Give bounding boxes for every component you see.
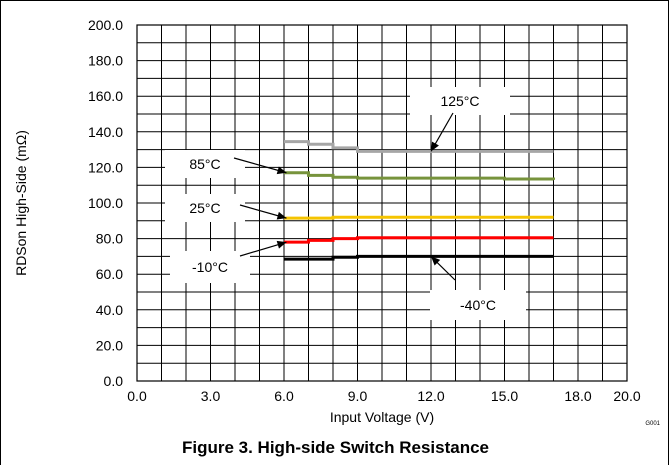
series-line [284, 171, 555, 181]
annotation-label: 125°C [440, 93, 479, 109]
y-tick-labels: 0.0 20.0 40.0 60.0 80.0 100.0 120.0 140.0 160.0 1… [88, 17, 123, 389]
x-tick-label: 6.0 [274, 388, 294, 404]
y-tick-label: 120.0 [88, 159, 123, 175]
annotation-label: -40°C [460, 297, 496, 313]
annotation-label: 25°C [189, 200, 220, 216]
annotation: -10°C [170, 240, 287, 283]
annotation-box [165, 150, 245, 178]
x-tick-label: 18.0 [564, 388, 591, 404]
y-axis-label: RDSon High-Side (mΩ) [13, 130, 29, 276]
x-tick-label: 9.0 [348, 388, 368, 404]
y-tick-label: 40.0 [96, 302, 123, 318]
series-line [284, 254, 554, 261]
x-axis-label: Input Voltage (V) [330, 409, 434, 425]
x-tick-labels: 0.0 3.0 6.0 9.0 12.0 15.0 18.0 20.0 [127, 388, 641, 404]
series-layer [284, 140, 555, 261]
annotation-arrow-head [276, 240, 287, 249]
annotation: 85°C [165, 150, 287, 178]
x-tick-label: 20.0 [613, 388, 640, 404]
annotation-box [430, 290, 526, 320]
x-tick-label: 15.0 [491, 388, 518, 404]
plot-border [136, 24, 628, 382]
y-tick-label: 140.0 [88, 124, 123, 140]
y-tick-label: 60.0 [96, 266, 123, 282]
annotation-arrow-head [276, 166, 287, 175]
annotation-label: 85°C [189, 156, 220, 172]
figure-code: G001 [645, 421, 660, 427]
series-line [284, 140, 554, 153]
annotation-arrow-line [233, 157, 287, 174]
annotation-label: -10°C [192, 259, 228, 275]
annotation-layer: 125°C 85°C 25°C -10°C -40°C [165, 87, 526, 320]
chart-svg: 0.0 20.0 40.0 60.0 80.0 100.0 120.0 140.0 160.0 1… [13, 17, 661, 427]
annotation-arrow-head [431, 256, 441, 266]
x-tick-label: 0.0 [127, 388, 147, 404]
y-tick-label: 180.0 [88, 53, 123, 69]
annotation-box [410, 87, 510, 115]
y-tick-label: 80.0 [96, 231, 123, 247]
y-tick-label: 160.0 [88, 88, 123, 104]
x-tick-label: 12.0 [417, 388, 444, 404]
y-tick-label: 100.0 [88, 195, 123, 211]
figure-caption: Figure 3. High-side Switch Resistance [181, 438, 490, 457]
annotation: -40°C [430, 255, 526, 320]
annotation: 25°C [165, 194, 287, 222]
series-line [284, 236, 554, 244]
y-tick-label: 200.0 [88, 17, 123, 33]
annotation-arrow-head [276, 211, 287, 220]
y-tick-label: 20.0 [96, 337, 123, 353]
annotation-box [165, 194, 245, 222]
grid-lines [137, 25, 627, 381]
annotation-box [170, 251, 250, 283]
annotation-arrow-head [431, 141, 439, 152]
x-tick-label: 3.0 [201, 388, 221, 404]
y-tick-label: 0.0 [104, 373, 124, 389]
annotation: 125°C [410, 87, 510, 152]
series-line [284, 215, 554, 220]
